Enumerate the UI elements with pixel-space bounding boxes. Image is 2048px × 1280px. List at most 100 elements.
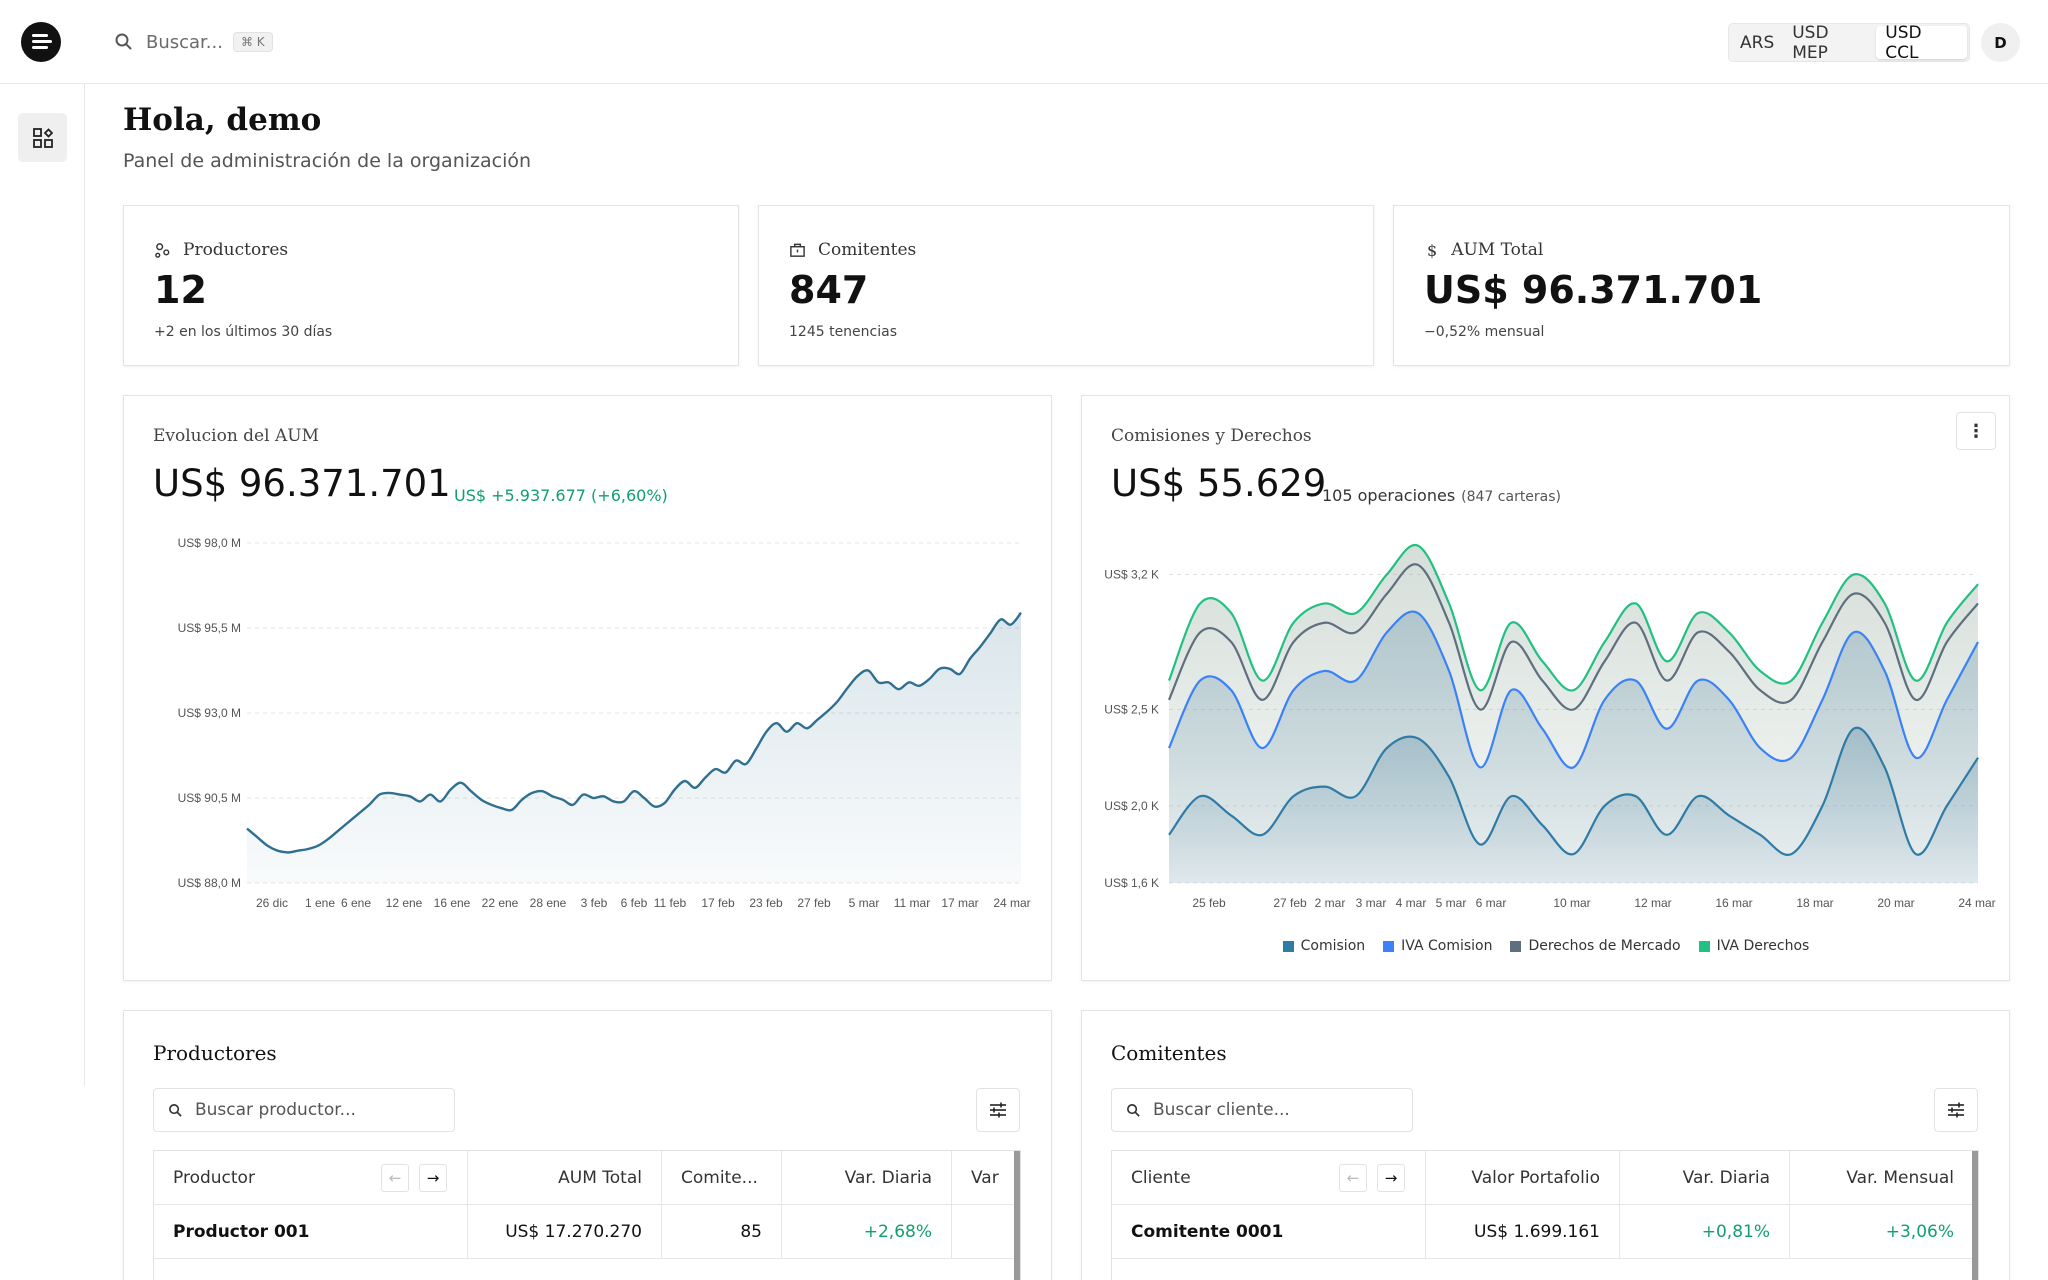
column-header[interactable]: AUM Total bbox=[468, 1151, 662, 1205]
aum-value: US$ 96.371.701 bbox=[153, 462, 451, 505]
aum-chart-card: Evolucion del AUM US$ 96.371.701 US$ +5.… bbox=[123, 395, 1052, 981]
page-subtitle: Panel de administración de la organizaci… bbox=[123, 150, 532, 172]
productor-search-input[interactable]: Buscar productor... bbox=[153, 1088, 455, 1132]
x-tick-label: 26 dic bbox=[256, 896, 288, 910]
aum-chart[interactable]: US$ 98,0 M US$ 95,5 M US$ 93,0 M US$ 90,5 M… bbox=[124, 396, 1053, 982]
comitentes-card: Comitentes Buscar cliente... Cliente ← → … bbox=[1081, 1010, 2010, 1280]
legend-label: Comision bbox=[1300, 938, 1366, 954]
series-line bbox=[1167, 543, 1979, 692]
prev-page-button[interactable]: ← bbox=[381, 1164, 409, 1192]
page-title: Hola, demo bbox=[123, 102, 322, 138]
productor-name: Productor 001 bbox=[154, 1205, 468, 1259]
kpi-label: AUM Total bbox=[1451, 240, 1544, 260]
legend-item[interactable]: IVA Derechos bbox=[1698, 938, 1809, 954]
next-page-button[interactable]: → bbox=[419, 1164, 447, 1192]
x-tick-label: 6 feb bbox=[621, 896, 648, 910]
currency-ars[interactable]: ARS bbox=[1740, 32, 1775, 53]
next-page-button[interactable]: → bbox=[1377, 1164, 1405, 1192]
legend-item[interactable]: IVA Comision bbox=[1383, 938, 1492, 954]
kpi-productores: Productores 12 +2 en los últimos 30 días bbox=[123, 205, 739, 366]
legend-item[interactable]: Comision bbox=[1282, 938, 1366, 954]
x-tick-label: 24 mar bbox=[993, 896, 1030, 910]
legend-label: IVA Comision bbox=[1401, 938, 1493, 954]
x-tick-label: 3 mar bbox=[1356, 896, 1387, 910]
productores-card: Productores Buscar productor... Producto… bbox=[123, 1010, 1052, 1280]
table-row[interactable] bbox=[154, 1259, 1020, 1280]
comitentes-cell: 85 bbox=[662, 1205, 782, 1259]
carteras-label: (847 carteras) bbox=[1461, 489, 1562, 505]
column-header[interactable]: Cliente bbox=[1112, 1151, 1426, 1205]
sidebar-item-dashboard[interactable] bbox=[18, 113, 67, 162]
y-tick-label: US$ 88,0 M bbox=[178, 876, 241, 890]
cliente-name: Comitente 0001 bbox=[1112, 1205, 1426, 1259]
header-label: AUM Total bbox=[558, 1168, 642, 1188]
filter-button[interactable] bbox=[1934, 1088, 1978, 1132]
var-mensual-cell: +3,06% bbox=[1790, 1205, 1974, 1259]
global-search[interactable]: Buscar... ⌘ K bbox=[114, 26, 273, 58]
kpi-label: Productores bbox=[183, 240, 289, 260]
x-tick-label: 24 mar bbox=[1958, 896, 1995, 910]
var-cell bbox=[952, 1205, 1020, 1259]
table-scrollbar[interactable] bbox=[1972, 1151, 1978, 1280]
table-header: Cliente ← → Valor Portafolio Var. Diaria … bbox=[1112, 1151, 1978, 1205]
table-title: Comitentes bbox=[1111, 1041, 1227, 1065]
x-tick-label: 3 feb bbox=[581, 896, 608, 910]
commissions-chart[interactable]: US$ 3,2 K US$ 2,5 K US$ 2,0 K US$ 1,6 K 25 f… bbox=[1082, 396, 2011, 982]
y-tick-label: US$ 95,5 M bbox=[178, 621, 241, 635]
filter-button[interactable] bbox=[976, 1088, 1020, 1132]
area-comision bbox=[1169, 727, 1978, 883]
table-row[interactable]: Comitente 0001 US$ 1.699.161 +0,81% +3,0… bbox=[1112, 1205, 1978, 1259]
chart-menu-button[interactable]: ⋮ bbox=[1956, 412, 1996, 450]
x-tick-label: 16 mar bbox=[1715, 896, 1752, 910]
x-tick-label: 11 feb bbox=[654, 896, 687, 910]
cliente-search-input[interactable]: Buscar cliente... bbox=[1111, 1088, 1413, 1132]
kpi-comitentes: Comitentes 847 1245 tenencias bbox=[758, 205, 1374, 366]
currency-usd-mep[interactable]: USD MEP bbox=[1792, 22, 1829, 63]
y-tick-label: US$ 1,6 K bbox=[1104, 876, 1159, 890]
app-logo[interactable] bbox=[21, 22, 61, 62]
x-tick-label: 2 mar bbox=[1315, 896, 1346, 910]
kpi-value: 847 bbox=[789, 268, 869, 312]
column-header[interactable]: Var. Diaria bbox=[782, 1151, 952, 1205]
sliders-icon bbox=[1948, 1102, 1964, 1118]
table-scrollbar[interactable] bbox=[1014, 1151, 1020, 1280]
column-header[interactable]: Valor Portafolio bbox=[1426, 1151, 1620, 1205]
x-tick-label: 17 mar bbox=[941, 896, 978, 910]
column-header[interactable]: Comite... bbox=[662, 1151, 782, 1205]
x-tick-label: 22 ene bbox=[482, 896, 519, 910]
kpi-value: 12 bbox=[154, 268, 207, 312]
column-header[interactable]: Var. Mensual bbox=[1790, 1151, 1974, 1205]
operations-count: 105 operaciones (847 carteras) bbox=[1322, 486, 1561, 505]
table-row[interactable]: Productor 001 US$ 17.270.270 85 +2,68% bbox=[154, 1205, 1020, 1259]
x-tick-label: 28 ene bbox=[530, 896, 567, 910]
table-row[interactable] bbox=[1112, 1259, 1978, 1280]
search-icon bbox=[169, 1103, 182, 1117]
aum-line bbox=[246, 611, 1022, 854]
kpi-label: Comitentes bbox=[818, 240, 917, 260]
kpi-note: 1245 tenencias bbox=[789, 324, 898, 340]
x-tick-label: 16 ene bbox=[434, 896, 471, 910]
table-header: Productor ← → AUM Total Comite... Var. Di… bbox=[154, 1151, 1020, 1205]
x-tick-label: 12 ene bbox=[386, 896, 423, 910]
currency-switcher: ARS USD MEP USD CCL bbox=[1728, 22, 1970, 63]
kpi-value: US$ 96.371.701 bbox=[1424, 268, 1763, 312]
header-label: Comite... bbox=[681, 1168, 758, 1188]
x-tick-label: 10 mar bbox=[1553, 896, 1590, 910]
legend-item[interactable]: Derechos de Mercado bbox=[1510, 938, 1681, 954]
search-icon bbox=[1127, 1103, 1140, 1117]
column-header[interactable]: Productor bbox=[154, 1151, 468, 1205]
avatar[interactable]: D bbox=[1981, 23, 2020, 62]
x-tick-label: 6 mar bbox=[1476, 896, 1507, 910]
header-label: Var. Diaria bbox=[844, 1168, 932, 1188]
header-label: Productor bbox=[173, 1168, 255, 1188]
series-line bbox=[1168, 726, 1979, 856]
commissions-chart-card: Comisiones y Derechos US$ 55.629 105 ope… bbox=[1081, 395, 2010, 981]
search-icon bbox=[115, 33, 132, 50]
chart-legend: Comision IVA Comision Derechos de Mercad… bbox=[1082, 938, 2010, 954]
currency-usd-ccl[interactable]: USD CCL bbox=[1876, 23, 1967, 63]
column-header[interactable]: Var. Diaria bbox=[1620, 1151, 1790, 1205]
column-header[interactable]: Var bbox=[952, 1151, 1020, 1205]
sliders-icon bbox=[990, 1102, 1006, 1118]
x-tick-label: 17 feb bbox=[701, 896, 735, 910]
prev-page-button[interactable]: ← bbox=[1339, 1164, 1367, 1192]
